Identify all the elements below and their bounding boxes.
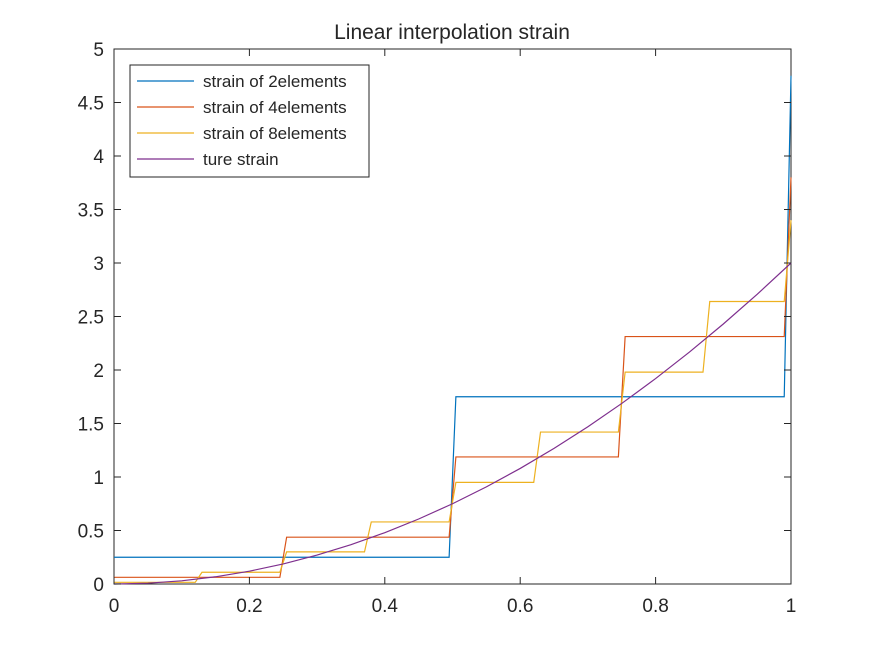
x-tick-label: 0.6	[507, 596, 533, 617]
legend: strain of 2elements strain of 4elements st…	[129, 64, 370, 178]
series-line-4	[113, 262, 792, 585]
y-tick-label: 0	[93, 575, 104, 596]
chart-title: Linear interpolation strain	[334, 21, 570, 44]
series-line-3	[114, 220, 792, 583]
series-layer	[113, 75, 792, 585]
y-tick-label: 4.5	[78, 94, 104, 115]
legend-label: strain of 8elements	[203, 124, 347, 143]
y-tick-label: 1	[93, 468, 104, 489]
y-tick-label: 1.5	[78, 415, 104, 436]
y-tick-label: 2	[93, 361, 104, 382]
legend-label: strain of 4elements	[203, 98, 347, 117]
x-tick-label: 0.2	[236, 596, 262, 617]
x-tick-label: 0	[109, 596, 120, 617]
legend-label: strain of 2elements	[203, 72, 347, 91]
axis-ticks: 0 0.2 0.4 0.6 0.8 1 0 0.5 1 1.5 2 2.5 3 3.5 4 4.5 5	[78, 40, 797, 617]
y-tick-label: 3.5	[78, 201, 104, 222]
y-tick-label: 4	[93, 147, 104, 168]
y-tick-label: 2.5	[78, 308, 104, 329]
x-tick-label: 1	[786, 596, 797, 617]
x-tick-label: 0.8	[642, 596, 668, 617]
y-tick-label: 0.5	[78, 522, 104, 543]
legend-box	[129, 64, 370, 178]
legend-label: ture strain	[203, 150, 279, 169]
y-tick-label: 5	[93, 40, 104, 61]
x-tick-label: 0.4	[372, 596, 399, 617]
y-tick-label: 3	[93, 254, 104, 275]
